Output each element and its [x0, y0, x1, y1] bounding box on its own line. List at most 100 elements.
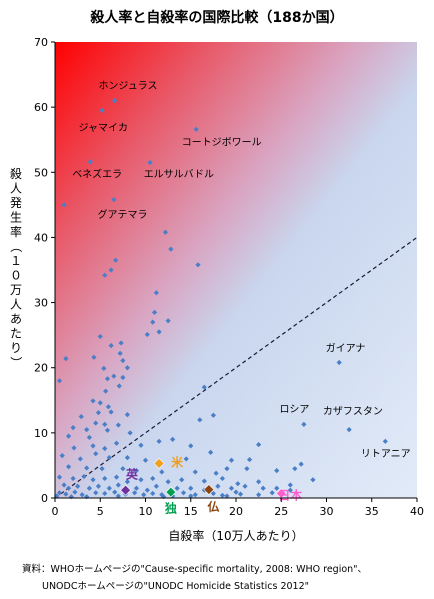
- data-point: [144, 331, 150, 338]
- data-point: [111, 373, 117, 379]
- data-point: [287, 482, 293, 488]
- data-point: [208, 449, 214, 455]
- data-point: [102, 421, 108, 427]
- data-point: [56, 474, 63, 480]
- highlight-label: 英: [126, 466, 139, 481]
- data-point: [170, 436, 176, 442]
- data-point: [256, 492, 262, 498]
- data-point: [124, 479, 130, 485]
- country-label: ガイアナ: [326, 342, 366, 354]
- highlight-point: [203, 484, 215, 495]
- data-point: [84, 427, 90, 433]
- plot-area: [55, 42, 417, 498]
- data-point: [56, 378, 63, 384]
- data-point: [144, 487, 150, 493]
- data-point: [201, 384, 207, 390]
- data-point: [90, 443, 96, 449]
- data-point: [79, 492, 85, 498]
- data-point: [168, 246, 174, 252]
- data-point: [224, 493, 230, 499]
- data-point: [75, 483, 81, 489]
- data-point: [346, 427, 352, 433]
- data-point: [54, 493, 60, 499]
- y-axis-label-char: ０: [10, 269, 22, 283]
- data-point: [210, 412, 216, 418]
- data-point: [141, 492, 147, 498]
- y-tick-label: 30: [34, 297, 48, 310]
- data-point: [124, 455, 130, 461]
- highlight-point: [153, 458, 165, 469]
- data-point: [108, 267, 114, 273]
- reference-line: [54, 236, 418, 499]
- country-label: ホンジュラス: [98, 80, 157, 92]
- data-point: [61, 202, 67, 208]
- data-point: [124, 365, 130, 371]
- y-axis-label-char: り: [10, 341, 22, 355]
- data-point: [165, 318, 171, 324]
- data-point: [156, 438, 162, 444]
- y-axis-label-char: 率: [10, 224, 22, 239]
- data-point: [201, 478, 207, 484]
- data-point: [93, 451, 99, 457]
- data-point: [219, 492, 226, 498]
- data-point: [127, 430, 133, 436]
- y-tick-label: 10: [34, 427, 48, 440]
- data-point: [95, 410, 102, 416]
- y-axis-label-char: 発: [10, 196, 22, 210]
- data-point: [61, 482, 67, 488]
- data-point: [150, 319, 156, 325]
- data-point: [153, 290, 159, 296]
- data-point: [90, 398, 96, 404]
- data-point: [274, 485, 280, 491]
- data-point: [138, 442, 144, 448]
- data-point: [99, 466, 105, 472]
- data-point: [210, 490, 216, 497]
- x-axis-label: 自殺率（10万人あたり）: [168, 528, 303, 543]
- data-point: [116, 383, 122, 389]
- y-tick-label: 40: [34, 231, 48, 244]
- y-axis-label-char: 人: [10, 298, 22, 312]
- data-point: [108, 409, 114, 415]
- data-point: [260, 485, 266, 491]
- data-point: [336, 359, 342, 366]
- data-point: [97, 333, 103, 340]
- y-axis-label-char: 万: [10, 283, 22, 297]
- data-point: [86, 485, 92, 491]
- data-point: [133, 485, 140, 491]
- data-point: [195, 262, 201, 268]
- data-point: [118, 340, 124, 346]
- data-point: [228, 457, 235, 463]
- data-point: [192, 469, 198, 475]
- data-point: [256, 479, 262, 485]
- highlight-point: [120, 484, 132, 496]
- data-point: [151, 309, 158, 315]
- data-point: [188, 443, 194, 449]
- y-axis-label-char: 生: [10, 211, 22, 225]
- country-label: ジャマイカ: [79, 122, 129, 134]
- highlight-label: 仏: [207, 500, 219, 514]
- data-point: [111, 197, 117, 203]
- data-point: [287, 487, 293, 493]
- data-point: [298, 461, 304, 467]
- data-point: [71, 445, 77, 451]
- data-point: [256, 441, 262, 448]
- data-point: [63, 491, 69, 497]
- data-point: [174, 485, 180, 491]
- data-point: [108, 342, 114, 349]
- data-point: [188, 485, 194, 491]
- data-point: [117, 350, 123, 356]
- data-point: [120, 357, 126, 364]
- x-tick-label: 5: [97, 505, 104, 518]
- data-point: [244, 466, 250, 472]
- data-point: [213, 470, 219, 476]
- x-tick-label: 0: [52, 505, 59, 518]
- data-point: [104, 376, 111, 382]
- highlight-point: [165, 486, 177, 498]
- data-point: [237, 491, 244, 497]
- data-point: [86, 434, 92, 441]
- data-point: [215, 483, 221, 489]
- data-point: [274, 468, 280, 474]
- data-point: [113, 440, 120, 446]
- data-point: [162, 229, 169, 235]
- data-point: [120, 374, 126, 381]
